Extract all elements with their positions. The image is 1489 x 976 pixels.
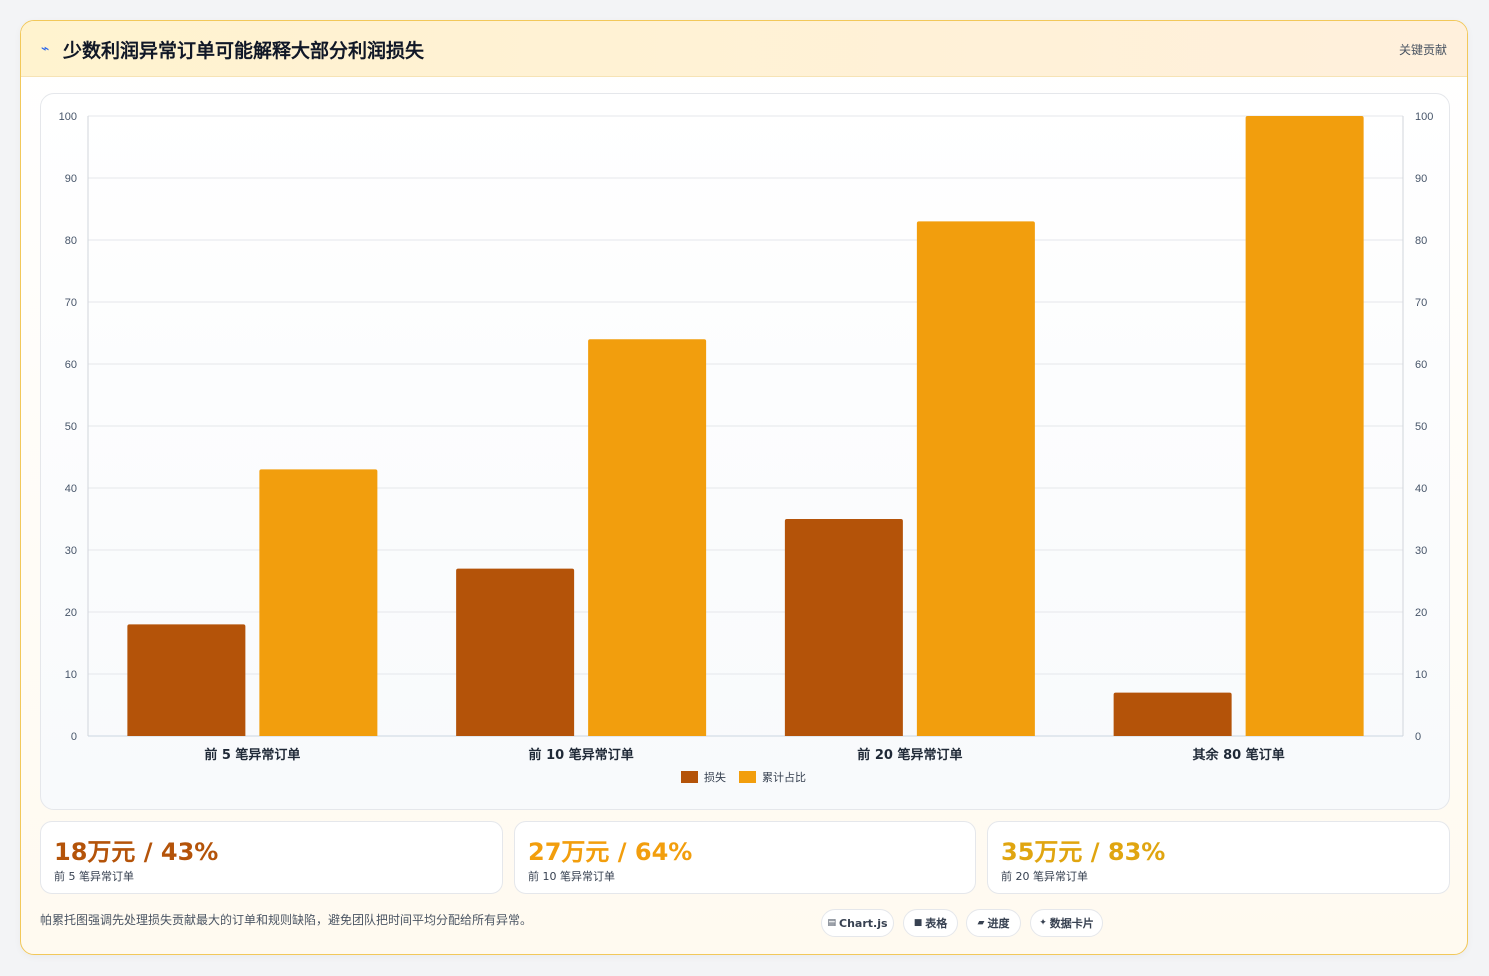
y2-tick-label: 10 <box>1415 669 1427 681</box>
y-tick-label: 50 <box>65 421 77 433</box>
y2-tick-label: 80 <box>1415 235 1427 247</box>
table-icon: ■ <box>913 918 923 928</box>
x-tick-label: 前 5 笔异常订单 <box>204 747 300 763</box>
sparkle-icon: ✦ <box>1039 918 1047 928</box>
y-tick-label: 70 <box>65 297 77 309</box>
stat-label: 前 5 笔异常订单 <box>54 870 134 883</box>
y2-tick-label: 0 <box>1415 731 1421 743</box>
y-tick-label: 30 <box>65 545 77 557</box>
y-tick-label: 0 <box>71 731 77 743</box>
bar-cumulative <box>1245 116 1364 736</box>
chip-label: Chart.js <box>839 916 888 930</box>
chip-datacard[interactable]: ✦ 数据卡片 <box>1030 909 1103 937</box>
y2-tick-label: 40 <box>1415 483 1427 495</box>
chart-panel: 0 0 10 10 20 20 30 30 40 40 50 50 60 60 70 70 80 80 90 90 10… <box>40 93 1450 810</box>
stat-card-top5: 18万元 / 43% 前 5 笔异常订单 <box>40 821 503 894</box>
y-tick-label: 90 <box>65 173 77 185</box>
chip-label: 数据卡片 <box>1049 917 1094 930</box>
chip-progress[interactable]: ▰ 进度 <box>966 909 1021 937</box>
bar-loss <box>456 568 575 736</box>
pulse-icon: ⌁ <box>41 41 50 57</box>
stat-value: 27万元 / 64% <box>528 838 693 866</box>
legend-swatch <box>681 771 698 783</box>
card-header: ⌁ 少数利润异常订单可能解释大部分利润损失 关键贡献 <box>21 21 1467 77</box>
bar-loss <box>1113 692 1232 736</box>
x-tick-label: 前 20 笔异常订单 <box>857 747 962 763</box>
y-tick-label: 40 <box>65 483 77 495</box>
x-tick-label: 其余 80 笔订单 <box>1193 747 1285 763</box>
legend-swatch <box>739 771 756 783</box>
stat-card-top20: 35万元 / 83% 前 20 笔异常订单 <box>987 821 1450 894</box>
progress-icon: ▰ <box>977 918 985 928</box>
y2-tick-label: 100 <box>1415 111 1433 123</box>
bar-cumulative <box>588 339 707 736</box>
bar-cumulative <box>259 469 378 736</box>
stat-card-top10: 27万元 / 64% 前 10 笔异常订单 <box>514 821 976 894</box>
y2-tick-label: 70 <box>1415 297 1427 309</box>
chip-label: 表格 <box>925 917 948 930</box>
y-tick-label: 20 <box>65 607 77 619</box>
footnote: 帕累托图强调先处理损失贡献最大的订单和规则缺陷，避免团队把时间平均分配给所有异常… <box>40 913 533 927</box>
chip-chartjs[interactable]: ▤ Chart.js <box>821 909 894 937</box>
x-tick-label: 前 10 笔异常订单 <box>529 747 634 763</box>
bar-cumulative <box>916 221 1035 736</box>
stat-label: 前 20 笔异常订单 <box>1001 870 1088 883</box>
card-title: 少数利润异常订单可能解释大部分利润损失 <box>63 40 425 62</box>
header-tag: 关键贡献 <box>1398 43 1447 57</box>
y2-tick-label: 20 <box>1415 607 1427 619</box>
y-tick-label: 10 <box>65 669 77 681</box>
pareto-chart: 0 0 10 10 20 20 30 30 40 40 50 50 60 60 70 70 80 80 90 90 10… <box>59 111 1434 784</box>
y2-tick-label: 30 <box>1415 545 1427 557</box>
bar-loss <box>784 519 903 736</box>
bar-loss <box>127 624 246 736</box>
y2-tick-label: 90 <box>1415 173 1427 185</box>
stat-label: 前 10 笔异常订单 <box>528 870 615 883</box>
chart-card: ⌁ 少数利润异常订单可能解释大部分利润损失 关键贡献 0 0 10 10 20 20 30 3… <box>20 20 1468 955</box>
stat-value: 35万元 / 83% <box>1001 838 1166 866</box>
y-tick-label: 80 <box>65 235 77 247</box>
y-tick-label: 100 <box>59 111 77 123</box>
y-tick-label: 60 <box>65 359 77 371</box>
y2-tick-label: 60 <box>1415 359 1427 371</box>
legend-label: 损失 <box>704 770 726 784</box>
y2-tick-label: 50 <box>1415 421 1427 433</box>
legend-label: 累计占比 <box>762 770 806 784</box>
stat-value: 18万元 / 43% <box>54 838 219 866</box>
chip-label: 进度 <box>987 917 1010 930</box>
chart-icon: ▤ <box>827 918 836 928</box>
chip-table[interactable]: ■ 表格 <box>903 909 958 937</box>
